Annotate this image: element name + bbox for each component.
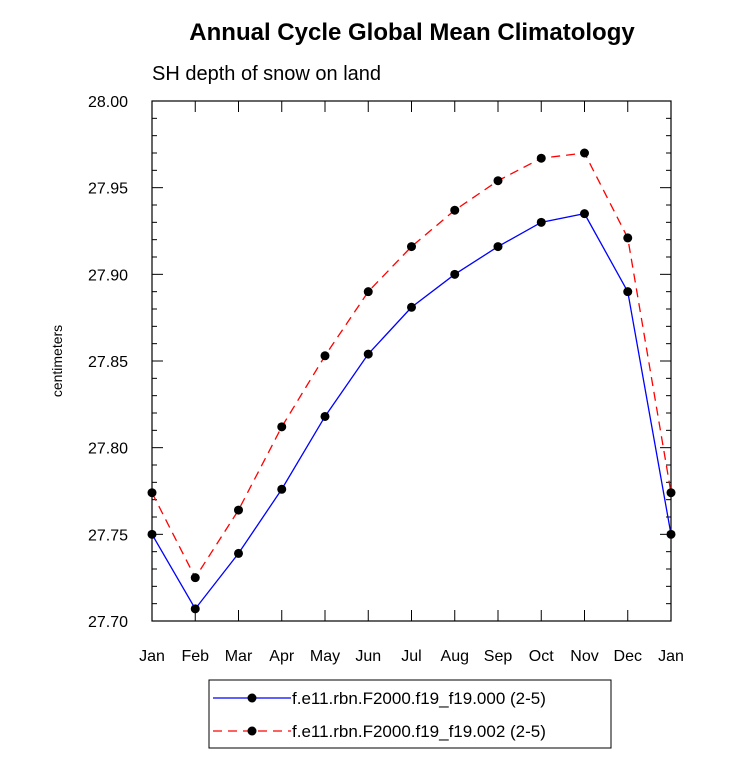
data-point (580, 148, 589, 158)
data-point (277, 484, 287, 494)
data-point (407, 302, 416, 312)
data-point (363, 349, 373, 359)
data-point (536, 153, 546, 163)
x-tick-label-aug: Aug (441, 648, 469, 665)
data-point (320, 351, 330, 361)
plot-area: Jan Feb Mar Apr May Jun Jul Aug Sep Oct Nov Dec Jan 2… (88, 94, 684, 665)
x-tick-label-dec: Dec (614, 648, 642, 665)
series-line-2 (151, 152, 672, 579)
y-tick-label: 27.95 (88, 181, 128, 198)
legend-box (208, 679, 612, 749)
x-tick-label-sep: Sep (484, 648, 513, 665)
data-point (580, 209, 589, 219)
legend-marker (247, 726, 257, 736)
data-point (147, 488, 157, 498)
legend-label-1: f.e11.rbn.F2000.f19_f19.000 (2-5) (292, 689, 546, 708)
chart-title: Annual Cycle Global Mean Climatology (189, 19, 635, 46)
x-tick-label-mar: Mar (225, 648, 253, 665)
y-tick-label: 27.85 (88, 354, 128, 371)
y-axis-label: centimeters (49, 325, 65, 397)
y-tick-label: 27.75 (88, 527, 128, 544)
x-tick-label-oct: Oct (529, 648, 554, 665)
data-point (363, 287, 373, 297)
chart-subtitle: SH depth of snow on land (152, 63, 381, 85)
y-tick-label: 28.00 (88, 94, 128, 111)
x-tick-label-nov: Nov (570, 648, 598, 665)
data-point (666, 488, 676, 498)
data-point (623, 287, 633, 297)
data-point (623, 233, 633, 243)
x-tick-label-jan: Jan (658, 648, 684, 665)
x-tick-label-apr: Apr (269, 648, 295, 665)
legend-label-2: f.e11.rbn.F2000.f19_f19.002 (2-5) (292, 722, 546, 741)
x-tick-label-may: May (310, 648, 340, 665)
data-point (450, 205, 460, 215)
data-point (234, 505, 243, 515)
data-point (320, 411, 330, 421)
y-tick-label: 27.80 (88, 441, 128, 458)
y-tick-label: 27.70 (88, 614, 128, 631)
legend: f.e11.rbn.F2000.f19_f19.000 (2-5) f.e11.r… (208, 679, 612, 749)
data-point (190, 604, 200, 614)
data-point (536, 217, 546, 227)
series-line-1 (151, 212, 672, 611)
plot-frame (151, 100, 672, 622)
x-tick-label-jul: Jul (401, 648, 421, 665)
data-point (234, 548, 243, 558)
data-point (147, 529, 157, 539)
legend-marker (247, 693, 257, 703)
data-point (493, 176, 503, 186)
x-tick-label-feb: Feb (181, 648, 209, 665)
y-tick-label: 27.90 (88, 267, 128, 284)
data-point (493, 242, 503, 252)
x-tick-label-jun: Jun (355, 648, 381, 665)
x-tick-label-jan: Jan (139, 648, 165, 665)
data-point (190, 573, 200, 583)
data-point (407, 242, 416, 252)
data-point (450, 269, 460, 279)
data-point (666, 529, 676, 539)
data-point (277, 422, 287, 432)
